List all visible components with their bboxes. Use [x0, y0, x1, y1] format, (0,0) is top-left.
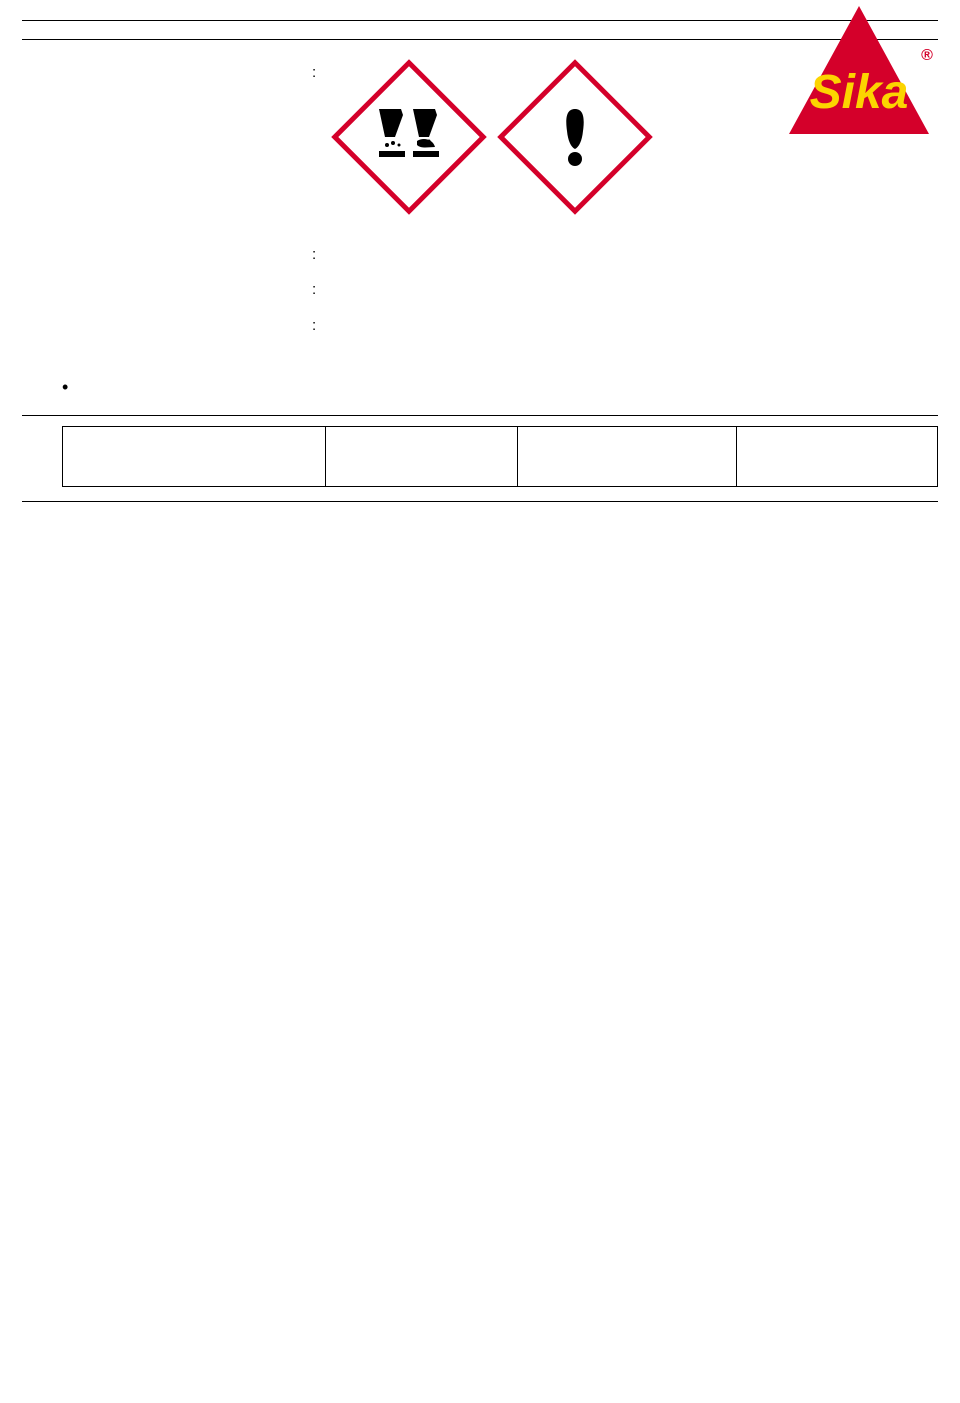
- h-code: [332, 287, 472, 289]
- p-code: [332, 323, 472, 325]
- p-text: [504, 341, 936, 343]
- h-text: [474, 291, 936, 293]
- h-code: [332, 283, 472, 285]
- table-header: [736, 427, 937, 487]
- p-code: [332, 319, 472, 321]
- hazard-statements: [330, 281, 938, 299]
- h-code: [332, 295, 472, 297]
- page: Sika ® :: [0, 0, 960, 518]
- svg-text:®: ®: [921, 47, 933, 64]
- divider: [22, 415, 938, 416]
- precaution-row: :: [62, 317, 938, 345]
- precaution-label: [62, 317, 312, 345]
- signal-label: [62, 246, 312, 263]
- p-code: [332, 341, 502, 343]
- sec3-body: [22, 426, 938, 487]
- p-text: [474, 327, 936, 329]
- p-code: [332, 333, 502, 335]
- svg-text:Sika: Sika: [810, 66, 909, 119]
- h-text: [474, 283, 936, 285]
- h-code: [332, 291, 472, 293]
- p-code: [332, 337, 502, 339]
- table-header: [518, 427, 737, 487]
- h-text: [474, 295, 936, 297]
- signal-row: :: [62, 246, 938, 263]
- pictogram-label: [62, 64, 312, 210]
- h-text: [474, 287, 936, 289]
- table-header: [325, 427, 518, 487]
- signal-value: [330, 246, 938, 263]
- ghs-corrosion-icon: [331, 59, 487, 215]
- hazard-label: [62, 281, 312, 299]
- hazard-row: :: [62, 281, 938, 299]
- ghs-exclamation-icon: [497, 59, 653, 215]
- p-text: [504, 337, 936, 339]
- components-table: [62, 426, 938, 487]
- precaution-statements: [330, 317, 938, 345]
- p-code: [332, 327, 472, 329]
- p-text: [474, 323, 936, 325]
- brand-logo: Sika ®: [784, 4, 934, 144]
- haz-component-item: •: [62, 379, 938, 395]
- p-text: [504, 333, 936, 335]
- p-text: [474, 319, 936, 321]
- footer: [22, 501, 938, 508]
- bullet-icon: •: [62, 379, 78, 395]
- table-header: [63, 427, 326, 487]
